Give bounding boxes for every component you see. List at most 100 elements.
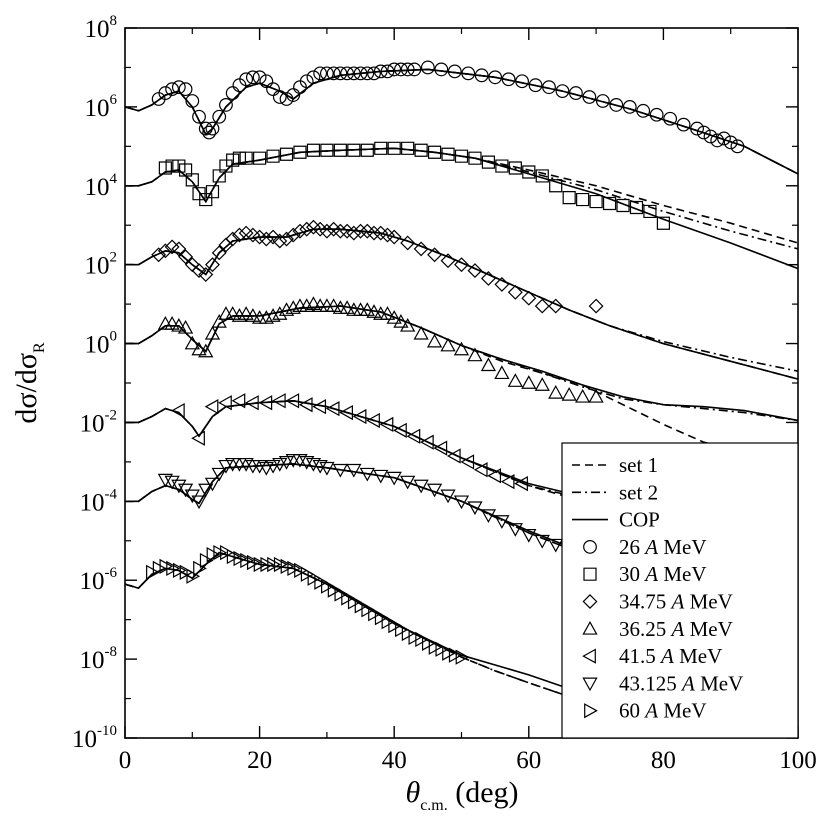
data-point-circle: [582, 90, 597, 104]
data-point-triangle-right: [253, 556, 268, 573]
data-point-triangle-up: [400, 317, 416, 332]
data-point-triangle-up: [204, 325, 221, 340]
y-tick-exponent: 0: [110, 329, 118, 345]
data-point-triangle-down: [231, 457, 248, 472]
data-point-triangle-down: [198, 483, 214, 498]
data-point-triangle-right: [294, 562, 308, 578]
data-point-circle: [555, 84, 570, 99]
data-point-triangle-left: [258, 395, 273, 411]
data-point-circle: [447, 64, 462, 79]
data-point-circle: [474, 68, 489, 83]
data-point-triangle-right: [341, 590, 355, 606]
y-tick-base: 10: [80, 410, 105, 437]
data-point-diamond: [171, 241, 187, 257]
data-point-square: [374, 141, 388, 155]
x-tick-label: 0: [119, 747, 132, 774]
y-tick-exponent: 4: [110, 171, 118, 187]
legend-marker-triangle-down: [582, 677, 598, 692]
data-point-triangle-right: [415, 631, 429, 648]
data-point-triangle-right: [213, 544, 228, 561]
y-axis-title-main: dσ/dσ: [10, 353, 43, 424]
legend-energy-a: A: [643, 535, 658, 559]
curve-set1-series-1: [125, 68, 798, 175]
y-tick-base: 10: [85, 332, 110, 359]
data-point-diamond: [534, 298, 550, 314]
data-point-circle: [400, 62, 415, 77]
data-point-circle: [198, 121, 213, 136]
data-point-triangle-right: [401, 625, 416, 642]
data-point-square: [158, 161, 172, 175]
data-point-square: [219, 159, 233, 173]
x-tick-label: 80: [651, 747, 676, 774]
data-point-square: [522, 165, 536, 179]
data-point-diamond: [157, 243, 173, 259]
y-tick-label: 106: [85, 92, 118, 122]
data-point-triangle-down: [426, 483, 443, 498]
data-point-diamond: [400, 235, 416, 251]
data-point-triangle-down: [548, 538, 564, 553]
data-point-square: [205, 185, 220, 199]
data-point-triangle-up: [285, 300, 301, 314]
data-point-triangle-left: [352, 408, 367, 425]
data-point-triangle-up: [440, 337, 456, 352]
data-point-square: [535, 169, 549, 183]
curve-set2-series-2: [125, 147, 798, 250]
data-point-triangle-left: [473, 462, 488, 478]
data-point-triangle-left: [406, 428, 421, 444]
legend-energy-a: A: [670, 617, 685, 641]
data-point-triangle-right: [347, 594, 362, 610]
data-point-triangle-up: [426, 333, 443, 348]
data-point-triangle-down: [312, 459, 328, 474]
data-point-triangle-left: [339, 404, 353, 421]
data-point-triangle-down: [164, 475, 180, 490]
data-point-square: [333, 143, 347, 157]
data-point-square: [239, 151, 253, 165]
data-point-square: [427, 145, 442, 159]
data-point-triangle-right: [442, 645, 456, 661]
data-point-square: [347, 143, 361, 157]
x-tick-label: 20: [247, 747, 272, 774]
data-point-triangle-right: [448, 647, 463, 663]
data-point-circle: [313, 66, 328, 81]
y-tick-exponent: -4: [105, 486, 118, 502]
legend-energy-value: 34.75: [619, 590, 672, 614]
data-point-circle: [279, 92, 294, 106]
data-point-circle: [360, 66, 375, 81]
data-point-square: [226, 153, 240, 167]
data-point-circle: [717, 131, 731, 146]
y-tick-label: 104: [85, 171, 118, 201]
data-point-triangle-left: [420, 434, 434, 450]
data-point-triangle-left: [433, 440, 448, 456]
data-point-triangle-left: [393, 422, 407, 438]
data-point-triangle-right: [233, 550, 248, 567]
data-point-diamond: [205, 257, 220, 273]
data-point-triangle-right: [361, 602, 376, 618]
data-point-triangle-right: [226, 548, 241, 565]
data-point-triangle-down: [305, 457, 322, 472]
data-point-circle: [192, 109, 206, 124]
data-point-triangle-left: [271, 393, 286, 409]
legend-energy-unit: MeV: [684, 617, 732, 641]
data-point-triangle-up: [171, 317, 187, 332]
data-point-triangle-right: [395, 621, 409, 638]
data-point-triangle-right: [146, 564, 160, 580]
data-point-triangle-right: [267, 556, 281, 573]
data-point-triangle-up: [231, 308, 248, 322]
curve-set2-series-1: [125, 68, 798, 175]
data-point-circle: [286, 88, 301, 102]
data-point-triangle-right: [220, 544, 234, 561]
data-point-triangle-right: [199, 552, 214, 569]
data-point-circle: [622, 99, 637, 114]
data-point-circle: [710, 133, 725, 148]
data-point-square: [643, 204, 657, 219]
data-point-triangle-right: [421, 635, 436, 651]
data-point-triangle-down: [238, 457, 254, 472]
data-point-diamond: [346, 225, 362, 241]
data-point-square: [508, 161, 522, 175]
data-point-diamond: [386, 229, 402, 245]
data-point-circle: [259, 74, 274, 89]
data-point-triangle-left: [325, 401, 340, 417]
data-point-square: [495, 159, 509, 173]
